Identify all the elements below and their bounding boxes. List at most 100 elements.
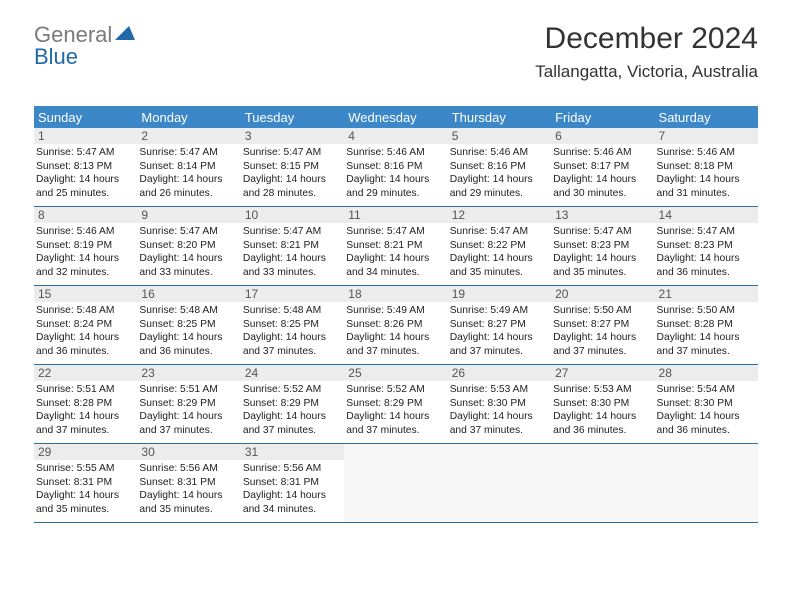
- calendar: SundayMondayTuesdayWednesdayThursdayFrid…: [34, 106, 758, 523]
- day-number: 2: [137, 128, 240, 144]
- day-number: 9: [137, 207, 240, 223]
- day-number: 13: [551, 207, 654, 223]
- day-body: Sunrise: 5:46 AMSunset: 8:19 PMDaylight:…: [34, 223, 137, 283]
- day-cell: 4Sunrise: 5:46 AMSunset: 8:16 PMDaylight…: [344, 128, 447, 206]
- day-cell: 28Sunrise: 5:54 AMSunset: 8:30 PMDayligh…: [655, 365, 758, 443]
- day-cell: 21Sunrise: 5:50 AMSunset: 8:28 PMDayligh…: [655, 286, 758, 364]
- day-cell: 2Sunrise: 5:47 AMSunset: 8:14 PMDaylight…: [137, 128, 240, 206]
- week-row: 1Sunrise: 5:47 AMSunset: 8:13 PMDaylight…: [34, 128, 758, 207]
- day-number: 4: [344, 128, 447, 144]
- week-row: 15Sunrise: 5:48 AMSunset: 8:24 PMDayligh…: [34, 286, 758, 365]
- day-number: 14: [655, 207, 758, 223]
- day-body: Sunrise: 5:48 AMSunset: 8:25 PMDaylight:…: [137, 302, 240, 362]
- day-header-cell: Tuesday: [241, 110, 344, 125]
- day-cell: 15Sunrise: 5:48 AMSunset: 8:24 PMDayligh…: [34, 286, 137, 364]
- day-body: Sunrise: 5:56 AMSunset: 8:31 PMDaylight:…: [241, 460, 344, 520]
- day-number: 17: [241, 286, 344, 302]
- logo: General Blue: [34, 22, 135, 68]
- week-row: 29Sunrise: 5:55 AMSunset: 8:31 PMDayligh…: [34, 444, 758, 523]
- empty-cell: [551, 444, 654, 522]
- day-cell: 26Sunrise: 5:53 AMSunset: 8:30 PMDayligh…: [448, 365, 551, 443]
- day-body: Sunrise: 5:55 AMSunset: 8:31 PMDaylight:…: [34, 460, 137, 520]
- day-header-cell: Sunday: [34, 110, 137, 125]
- day-cell: 31Sunrise: 5:56 AMSunset: 8:31 PMDayligh…: [241, 444, 344, 522]
- day-cell: 22Sunrise: 5:51 AMSunset: 8:28 PMDayligh…: [34, 365, 137, 443]
- day-cell: 19Sunrise: 5:49 AMSunset: 8:27 PMDayligh…: [448, 286, 551, 364]
- day-number: 26: [448, 365, 551, 381]
- day-cell: 3Sunrise: 5:47 AMSunset: 8:15 PMDaylight…: [241, 128, 344, 206]
- day-body: Sunrise: 5:46 AMSunset: 8:16 PMDaylight:…: [448, 144, 551, 204]
- day-number: 6: [551, 128, 654, 144]
- day-body: Sunrise: 5:47 AMSunset: 8:22 PMDaylight:…: [448, 223, 551, 283]
- week-row: 8Sunrise: 5:46 AMSunset: 8:19 PMDaylight…: [34, 207, 758, 286]
- day-number: 5: [448, 128, 551, 144]
- day-body: Sunrise: 5:47 AMSunset: 8:14 PMDaylight:…: [137, 144, 240, 204]
- day-body: Sunrise: 5:56 AMSunset: 8:31 PMDaylight:…: [137, 460, 240, 520]
- day-number: 22: [34, 365, 137, 381]
- day-body: Sunrise: 5:53 AMSunset: 8:30 PMDaylight:…: [551, 381, 654, 441]
- day-cell: 11Sunrise: 5:47 AMSunset: 8:21 PMDayligh…: [344, 207, 447, 285]
- day-number: 21: [655, 286, 758, 302]
- page-location: Tallangatta, Victoria, Australia: [535, 62, 758, 82]
- day-number: 30: [137, 444, 240, 460]
- day-number: 12: [448, 207, 551, 223]
- day-number: 28: [655, 365, 758, 381]
- day-cell: 6Sunrise: 5:46 AMSunset: 8:17 PMDaylight…: [551, 128, 654, 206]
- day-header-cell: Thursday: [448, 110, 551, 125]
- day-body: Sunrise: 5:47 AMSunset: 8:21 PMDaylight:…: [344, 223, 447, 283]
- day-body: Sunrise: 5:52 AMSunset: 8:29 PMDaylight:…: [344, 381, 447, 441]
- day-cell: 27Sunrise: 5:53 AMSunset: 8:30 PMDayligh…: [551, 365, 654, 443]
- day-cell: 23Sunrise: 5:51 AMSunset: 8:29 PMDayligh…: [137, 365, 240, 443]
- day-body: Sunrise: 5:51 AMSunset: 8:28 PMDaylight:…: [34, 381, 137, 441]
- day-header-row: SundayMondayTuesdayWednesdayThursdayFrid…: [34, 106, 758, 128]
- logo-triangle-icon: [115, 22, 135, 44]
- day-cell: 5Sunrise: 5:46 AMSunset: 8:16 PMDaylight…: [448, 128, 551, 206]
- day-body: Sunrise: 5:54 AMSunset: 8:30 PMDaylight:…: [655, 381, 758, 441]
- day-number: 18: [344, 286, 447, 302]
- day-number: 20: [551, 286, 654, 302]
- day-number: 25: [344, 365, 447, 381]
- day-body: Sunrise: 5:47 AMSunset: 8:20 PMDaylight:…: [137, 223, 240, 283]
- day-header-cell: Friday: [551, 110, 654, 125]
- day-cell: 16Sunrise: 5:48 AMSunset: 8:25 PMDayligh…: [137, 286, 240, 364]
- day-body: Sunrise: 5:46 AMSunset: 8:16 PMDaylight:…: [344, 144, 447, 204]
- day-body: Sunrise: 5:46 AMSunset: 8:17 PMDaylight:…: [551, 144, 654, 204]
- day-cell: 12Sunrise: 5:47 AMSunset: 8:22 PMDayligh…: [448, 207, 551, 285]
- empty-cell: [448, 444, 551, 522]
- day-number: 19: [448, 286, 551, 302]
- day-cell: 20Sunrise: 5:50 AMSunset: 8:27 PMDayligh…: [551, 286, 654, 364]
- day-body: Sunrise: 5:52 AMSunset: 8:29 PMDaylight:…: [241, 381, 344, 441]
- day-number: 31: [241, 444, 344, 460]
- day-number: 8: [34, 207, 137, 223]
- day-cell: 24Sunrise: 5:52 AMSunset: 8:29 PMDayligh…: [241, 365, 344, 443]
- day-body: Sunrise: 5:47 AMSunset: 8:23 PMDaylight:…: [655, 223, 758, 283]
- week-row: 22Sunrise: 5:51 AMSunset: 8:28 PMDayligh…: [34, 365, 758, 444]
- day-body: Sunrise: 5:47 AMSunset: 8:23 PMDaylight:…: [551, 223, 654, 283]
- empty-cell: [655, 444, 758, 522]
- day-body: Sunrise: 5:48 AMSunset: 8:25 PMDaylight:…: [241, 302, 344, 362]
- day-number: 27: [551, 365, 654, 381]
- day-number: 1: [34, 128, 137, 144]
- page-header: December 2024 Tallangatta, Victoria, Aus…: [535, 22, 758, 82]
- day-cell: 18Sunrise: 5:49 AMSunset: 8:26 PMDayligh…: [344, 286, 447, 364]
- day-number: 7: [655, 128, 758, 144]
- day-body: Sunrise: 5:47 AMSunset: 8:13 PMDaylight:…: [34, 144, 137, 204]
- day-cell: 1Sunrise: 5:47 AMSunset: 8:13 PMDaylight…: [34, 128, 137, 206]
- day-header-cell: Wednesday: [344, 110, 447, 125]
- day-body: Sunrise: 5:50 AMSunset: 8:28 PMDaylight:…: [655, 302, 758, 362]
- day-number: 11: [344, 207, 447, 223]
- day-body: Sunrise: 5:51 AMSunset: 8:29 PMDaylight:…: [137, 381, 240, 441]
- day-body: Sunrise: 5:47 AMSunset: 8:21 PMDaylight:…: [241, 223, 344, 283]
- day-number: 16: [137, 286, 240, 302]
- weeks-container: 1Sunrise: 5:47 AMSunset: 8:13 PMDaylight…: [34, 128, 758, 523]
- day-header-cell: Monday: [137, 110, 240, 125]
- day-body: Sunrise: 5:50 AMSunset: 8:27 PMDaylight:…: [551, 302, 654, 362]
- day-cell: 30Sunrise: 5:56 AMSunset: 8:31 PMDayligh…: [137, 444, 240, 522]
- day-cell: 8Sunrise: 5:46 AMSunset: 8:19 PMDaylight…: [34, 207, 137, 285]
- day-cell: 10Sunrise: 5:47 AMSunset: 8:21 PMDayligh…: [241, 207, 344, 285]
- day-cell: 9Sunrise: 5:47 AMSunset: 8:20 PMDaylight…: [137, 207, 240, 285]
- empty-cell: [344, 444, 447, 522]
- day-cell: 25Sunrise: 5:52 AMSunset: 8:29 PMDayligh…: [344, 365, 447, 443]
- day-cell: 13Sunrise: 5:47 AMSunset: 8:23 PMDayligh…: [551, 207, 654, 285]
- day-body: Sunrise: 5:49 AMSunset: 8:27 PMDaylight:…: [448, 302, 551, 362]
